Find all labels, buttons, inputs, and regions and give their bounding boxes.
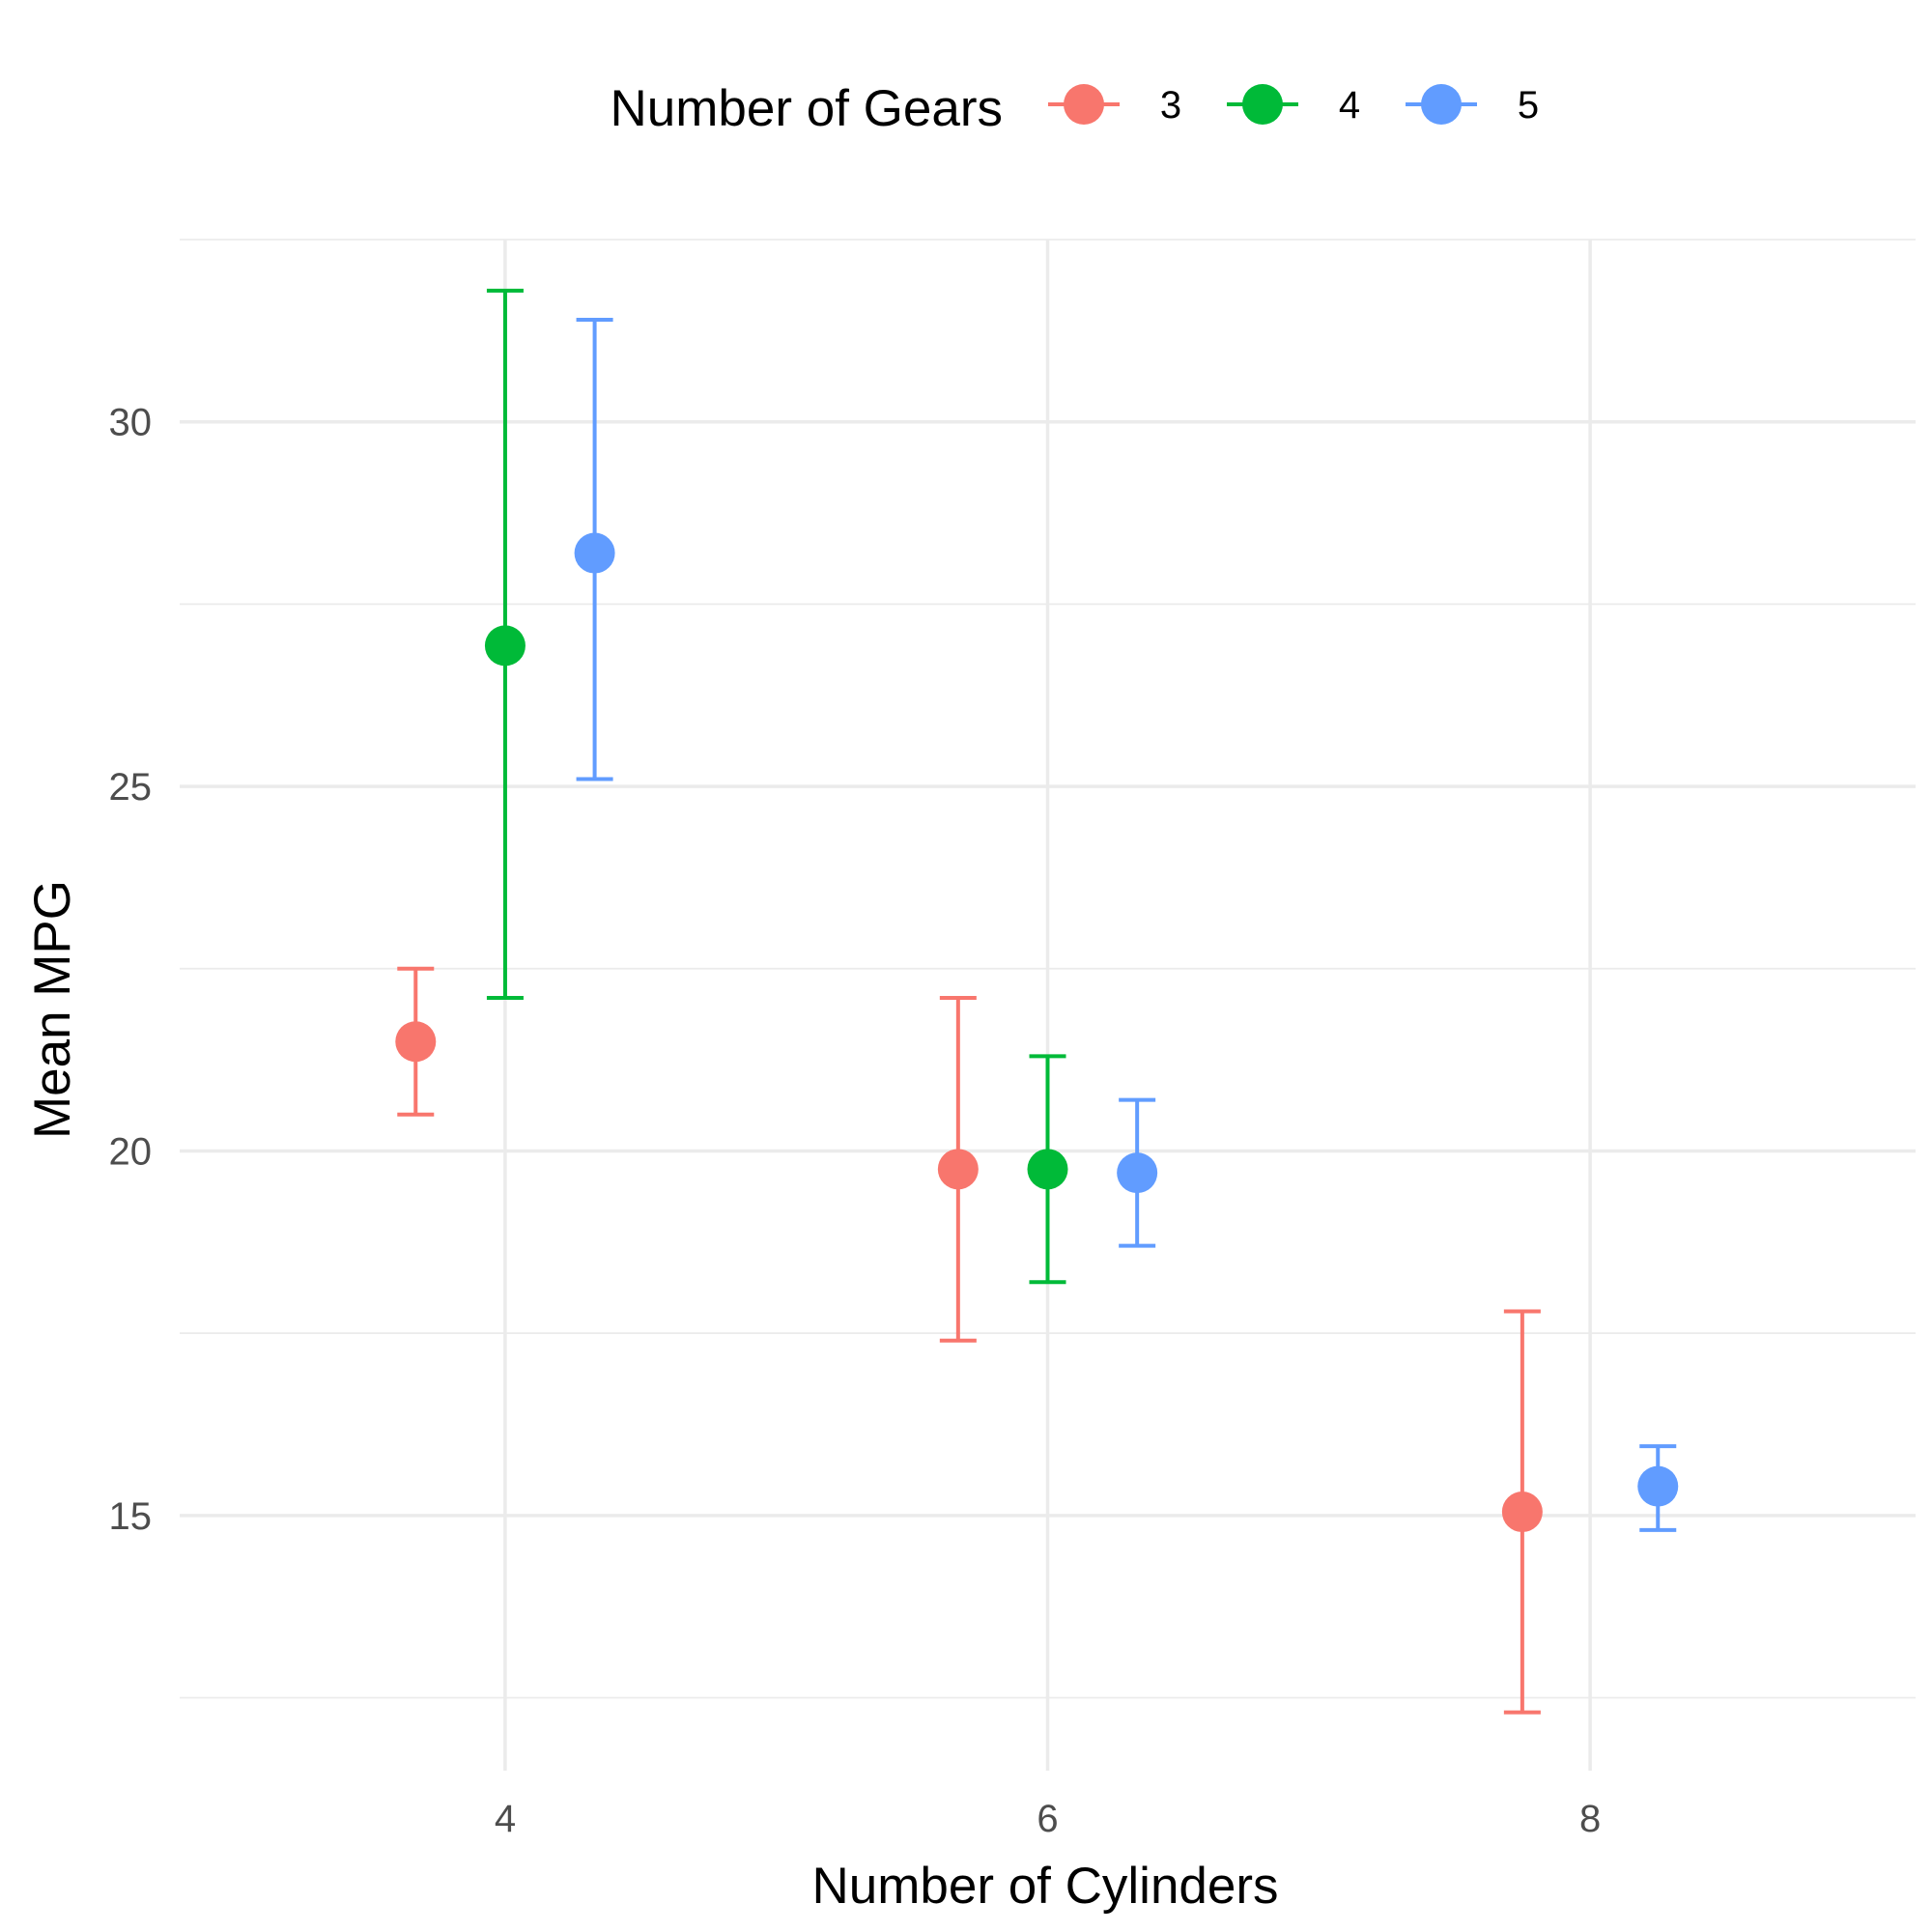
- y-tick-label: 25: [109, 766, 153, 809]
- y-tick-label: 20: [109, 1130, 153, 1173]
- data-point: [395, 1021, 437, 1063]
- legend-point: [1421, 84, 1462, 125]
- y-tick-label: 15: [109, 1495, 153, 1538]
- major-gridlines: [180, 240, 1916, 1771]
- data-point: [1117, 1152, 1158, 1194]
- legend-point: [1242, 84, 1283, 125]
- data-point: [484, 625, 526, 667]
- legend: Number of Gears 3 4 5: [611, 80, 1540, 137]
- series-4: [484, 288, 1068, 1285]
- legend-keys: 3 4 5: [1048, 84, 1539, 127]
- data-point: [574, 532, 615, 574]
- legend-point: [1064, 84, 1104, 125]
- legend-label: 4: [1339, 84, 1360, 127]
- data-point: [937, 1149, 979, 1190]
- data-point: [1027, 1149, 1068, 1190]
- x-axis-title: Number of Cylinders: [811, 1858, 1278, 1915]
- data-point: [1637, 1465, 1679, 1507]
- x-tick-label: 4: [495, 1798, 516, 1840]
- y-tick-label: 30: [109, 402, 153, 444]
- tick-labels: 15 20 25 30 4 6 8: [109, 402, 1602, 1840]
- series-3: [395, 966, 1543, 1715]
- legend-key-5: 5: [1406, 84, 1539, 127]
- data-marks: [395, 288, 1679, 1715]
- legend-label: 3: [1160, 84, 1181, 127]
- data-point: [1501, 1492, 1543, 1533]
- x-tick-label: 8: [1579, 1798, 1601, 1840]
- legend-key-3: 3: [1048, 84, 1181, 127]
- legend-title: Number of Gears: [611, 80, 1003, 137]
- legend-label: 5: [1518, 84, 1539, 127]
- x-tick-label: 6: [1037, 1798, 1058, 1840]
- legend-key-4: 4: [1227, 84, 1360, 127]
- y-axis-title: Mean MPG: [24, 880, 81, 1139]
- series-5: [574, 318, 1679, 1532]
